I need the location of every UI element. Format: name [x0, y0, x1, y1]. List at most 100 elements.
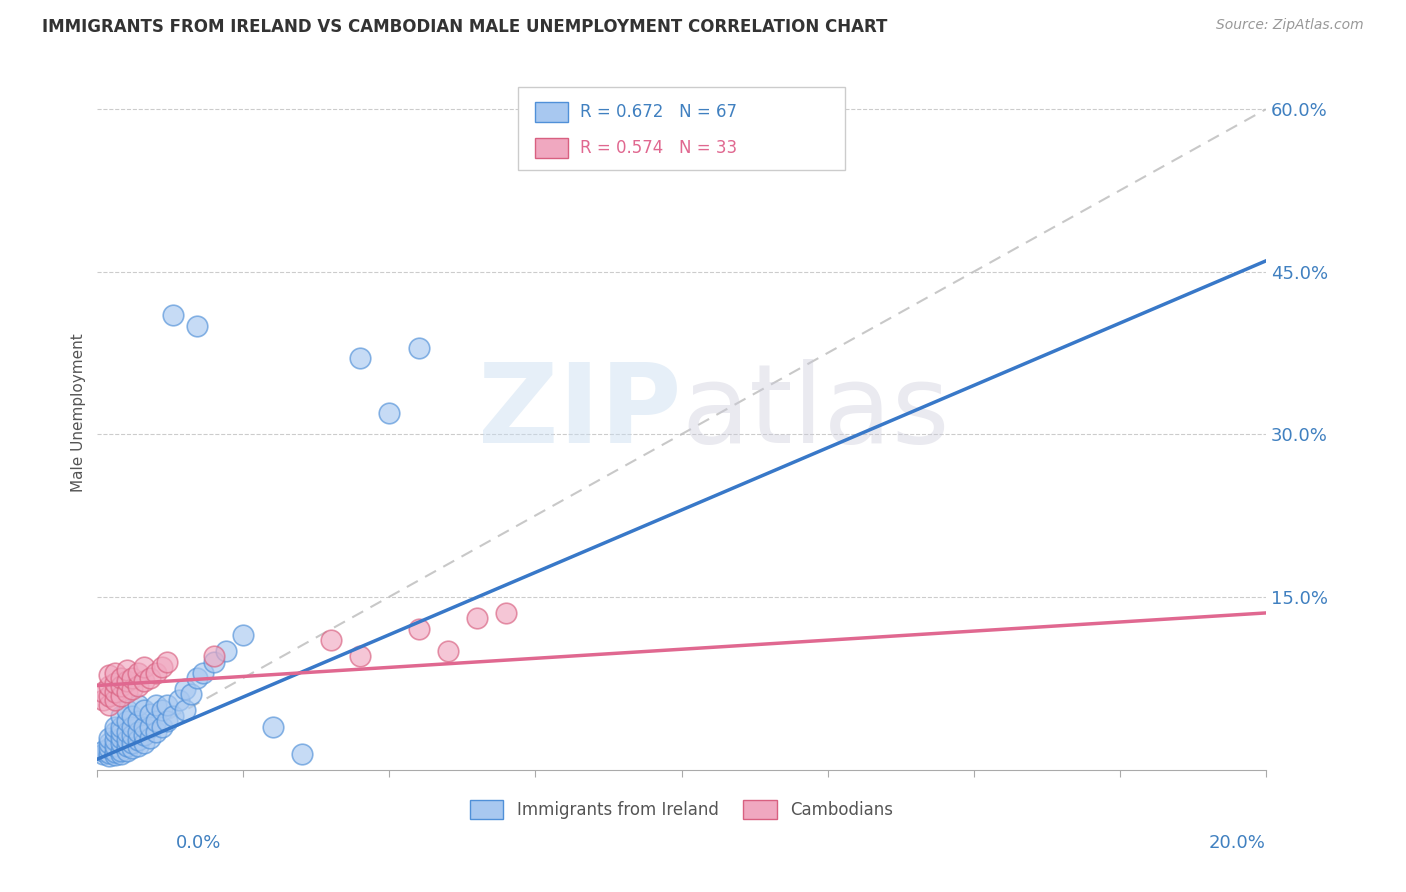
Point: [98, 698, 121, 712]
Point: [150, 660, 173, 674]
Point: [98, 736, 121, 750]
Point: [139, 720, 162, 734]
Point: [115, 685, 138, 699]
Point: [319, 633, 342, 648]
Point: [104, 676, 127, 690]
Point: [98, 690, 121, 704]
Point: [110, 736, 132, 750]
Point: [139, 706, 162, 721]
Point: [349, 351, 371, 366]
Point: [91, 692, 114, 706]
Point: [174, 703, 197, 717]
Point: [115, 739, 138, 754]
Point: [91, 685, 114, 699]
Point: [167, 692, 190, 706]
Point: [145, 665, 167, 680]
Point: [115, 664, 138, 678]
Point: [162, 709, 184, 723]
Point: [115, 732, 138, 747]
Text: 20.0%: 20.0%: [1209, 834, 1265, 852]
Point: [132, 720, 155, 734]
Point: [110, 679, 132, 693]
FancyBboxPatch shape: [536, 138, 568, 158]
Text: R = 0.574   N = 33: R = 0.574 N = 33: [579, 139, 737, 157]
Point: [110, 725, 132, 739]
Point: [215, 644, 238, 658]
Point: [132, 674, 155, 689]
Point: [121, 671, 143, 685]
Point: [104, 747, 127, 762]
Point: [127, 725, 149, 739]
FancyBboxPatch shape: [536, 103, 568, 122]
Point: [162, 308, 184, 322]
Point: [232, 627, 254, 641]
Text: atlas: atlas: [682, 359, 950, 466]
Point: [127, 665, 149, 680]
Point: [186, 318, 208, 333]
Point: [98, 679, 121, 693]
Point: [156, 655, 179, 669]
Text: 0.0%: 0.0%: [176, 834, 221, 852]
Point: [127, 732, 149, 747]
Point: [408, 341, 430, 355]
Point: [104, 732, 127, 747]
Point: [98, 731, 121, 745]
Point: [378, 406, 401, 420]
Point: [104, 665, 127, 680]
Point: [104, 745, 127, 759]
Point: [121, 709, 143, 723]
Point: [91, 747, 114, 761]
Point: [191, 665, 214, 680]
Point: [139, 671, 162, 685]
Point: [121, 681, 143, 696]
Point: [291, 747, 314, 761]
Point: [104, 725, 127, 739]
Point: [262, 720, 284, 734]
Point: [174, 681, 197, 696]
Point: [127, 739, 149, 754]
Point: [156, 714, 179, 729]
Point: [180, 687, 202, 701]
Point: [145, 698, 167, 712]
Point: [145, 725, 167, 739]
Point: [127, 698, 149, 712]
Point: [132, 728, 155, 742]
Point: [98, 741, 121, 756]
Point: [202, 649, 225, 664]
Point: [150, 720, 173, 734]
Y-axis label: Male Unemployment: Male Unemployment: [72, 334, 86, 492]
Point: [110, 731, 132, 745]
Point: [98, 748, 121, 763]
Point: [110, 743, 132, 757]
Point: [110, 709, 132, 723]
Point: [145, 714, 167, 729]
Point: [132, 703, 155, 717]
Point: [115, 703, 138, 717]
Point: [150, 703, 173, 717]
Point: [110, 720, 132, 734]
Point: [495, 606, 517, 620]
Point: [115, 714, 138, 729]
Point: [408, 622, 430, 636]
Point: [91, 743, 114, 757]
FancyBboxPatch shape: [517, 87, 845, 169]
Point: [121, 720, 143, 734]
Point: [186, 671, 208, 685]
Text: R = 0.672   N = 67: R = 0.672 N = 67: [579, 103, 737, 121]
Point: [98, 746, 121, 760]
Point: [104, 720, 127, 734]
Legend: Immigrants from Ireland, Cambodians: Immigrants from Ireland, Cambodians: [463, 793, 900, 826]
Point: [349, 649, 371, 664]
Point: [132, 736, 155, 750]
Point: [127, 679, 149, 693]
Point: [121, 728, 143, 742]
Point: [104, 685, 127, 699]
Point: [132, 660, 155, 674]
Point: [104, 739, 127, 754]
Point: [110, 671, 132, 685]
Point: [139, 731, 162, 745]
Point: [110, 747, 132, 761]
Point: [110, 690, 132, 704]
Point: [115, 725, 138, 739]
Point: [104, 692, 127, 706]
